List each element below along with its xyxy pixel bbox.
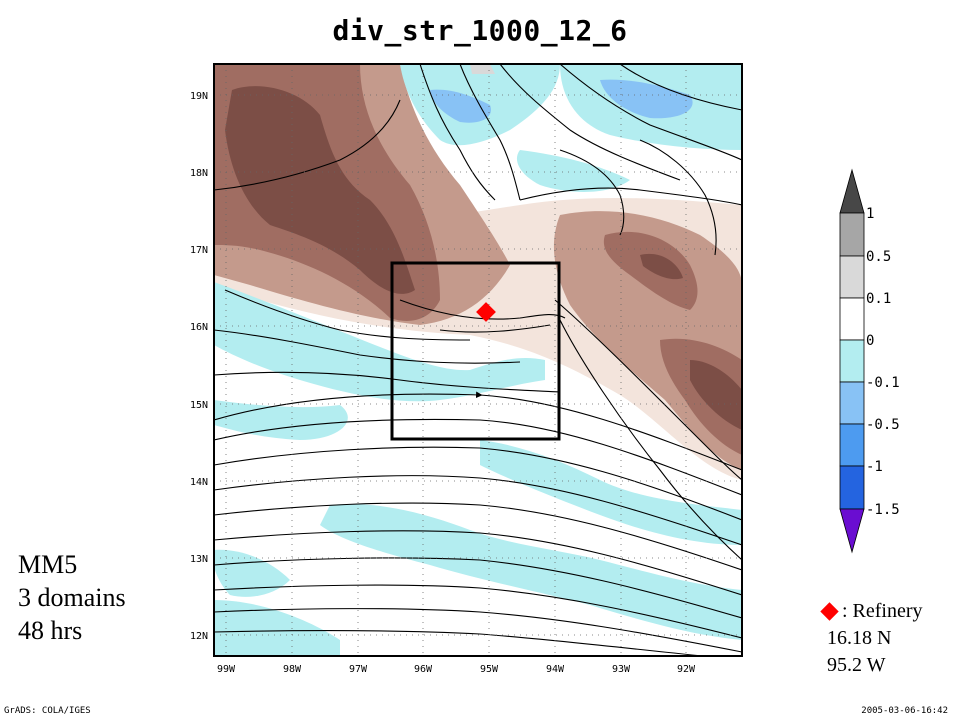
lat-label: 13N <box>190 554 208 565</box>
gridlines <box>214 64 742 656</box>
map-shading <box>214 64 742 656</box>
lat-label: 14N <box>190 477 208 488</box>
streamlines <box>214 64 742 656</box>
colorbar-label: 0 <box>866 333 874 349</box>
colorbar-cell <box>839 381 865 425</box>
colorbar-cell <box>839 339 865 383</box>
model-name: MM5 <box>18 550 78 579</box>
colorbar-label: -0.5 <box>866 417 900 433</box>
lon-label: 97W <box>349 664 368 675</box>
footer-timestamp: 2005-03-06-16:42 <box>861 706 948 716</box>
refinery-diamond-icon <box>820 602 839 621</box>
colorbar-label: -0.1 <box>866 375 900 391</box>
colorbar-label: 1 <box>866 206 874 222</box>
lat-label: 18N <box>190 168 208 179</box>
colorbar-label: -1 <box>866 459 883 475</box>
lon-label: 99W <box>217 664 236 675</box>
legend-lat: 16.18 N <box>827 627 892 649</box>
legend-lon: 95.2 W <box>827 654 886 676</box>
colorbar-label: 0.1 <box>866 291 891 307</box>
lon-label: 93W <box>612 664 631 675</box>
colorbar-cell <box>839 212 865 257</box>
footer-credit: GrADS: COLA/IGES <box>4 706 91 716</box>
colorbar-cell <box>839 423 865 467</box>
lon-label: 95W <box>480 664 499 675</box>
plot-title: div_str_1000_12_6 <box>332 14 628 47</box>
colorbar-cell <box>839 255 865 299</box>
lon-label: 92W <box>677 664 696 675</box>
model-duration: 48 hrs <box>18 616 83 645</box>
colorbar-cap-bottom <box>839 508 865 554</box>
model-info: MM5 3 domains 48 hrs <box>18 548 126 647</box>
refinery-legend: : Refinery 16.18 N 95.2 W <box>818 598 923 679</box>
lat-label: 19N <box>190 91 208 102</box>
lon-label: 94W <box>546 664 565 675</box>
lat-label: 16N <box>190 322 208 333</box>
refinery-marker <box>476 302 496 322</box>
lon-label: 96W <box>414 664 433 675</box>
model-domains: 3 domains <box>18 583 126 612</box>
colorbar-label: -1.5 <box>866 502 900 518</box>
colorbar-label: 0.5 <box>866 249 891 265</box>
colorbar <box>839 168 865 554</box>
plot-frame <box>213 63 743 657</box>
colorbar-cap-top <box>839 168 865 214</box>
inner-domain-box <box>390 261 561 441</box>
lat-label: 15N <box>190 400 208 411</box>
lat-label: 12N <box>190 631 208 642</box>
lon-label: 98W <box>283 664 302 675</box>
legend-label: : Refinery <box>842 600 923 622</box>
colorbar-cell <box>839 465 865 510</box>
colorbar-cell <box>839 297 865 341</box>
lat-label: 17N <box>190 245 208 256</box>
